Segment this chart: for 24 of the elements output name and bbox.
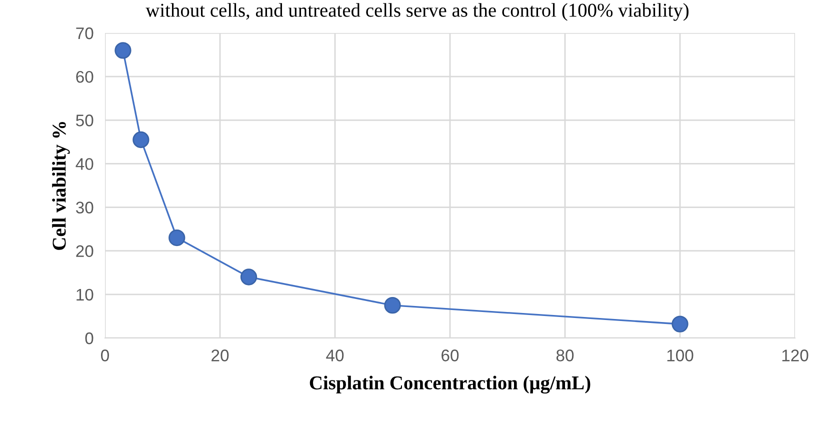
y-tick-label: 30 (76, 202, 94, 214)
y-tick-label: 60 (76, 70, 94, 83)
x-axis-title: Cisplatin Concentraction (μg/mL) (310, 376, 590, 394)
y-tick-label: 50 (76, 114, 94, 126)
x-tick-label: 0 (101, 350, 109, 362)
x-tick-label: 120 (782, 350, 808, 362)
point (114, 42, 132, 59)
point (168, 229, 186, 246)
y-tick-label: 40 (76, 158, 94, 170)
point (240, 268, 258, 286)
text: without cells, and untreated cells serve as the control (100% viability) (146, 3, 689, 21)
x-tick-label: 60 (442, 350, 459, 362)
point (672, 316, 688, 332)
x-tick-label: 100 (667, 350, 694, 362)
x-tick-label: 80 (556, 350, 574, 362)
y-tick-label: 10 (76, 288, 94, 301)
x-tick-label: 20 (212, 350, 229, 362)
point (132, 131, 150, 148)
y-tick-label: 70 (76, 27, 94, 40)
x-tick-label: 40 (326, 350, 344, 362)
y-tick-label: 0 (85, 332, 94, 344)
point (384, 296, 401, 314)
y-tick-label: 20 (76, 245, 94, 258)
y-axis-title: Cell viability % (52, 122, 70, 250)
